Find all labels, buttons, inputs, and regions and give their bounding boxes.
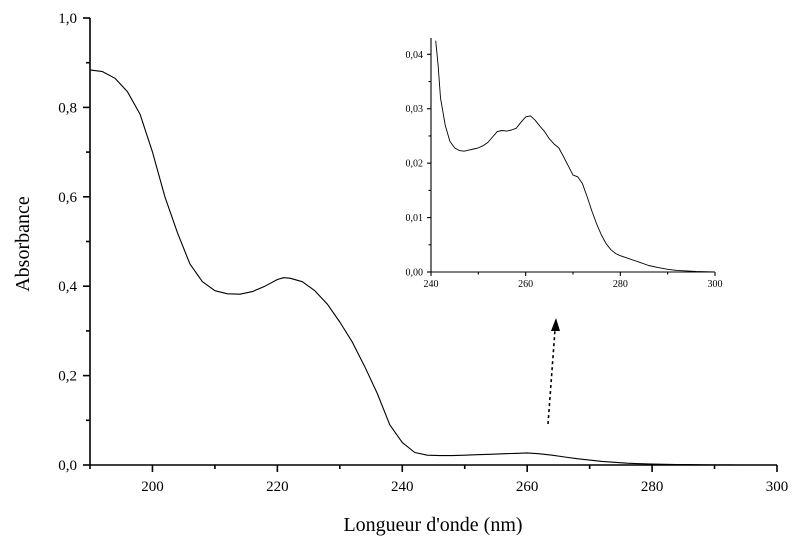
- main-y-tick-label: 0,2: [58, 369, 77, 385]
- inset-y-tick-label: 0,03: [406, 104, 424, 115]
- x-axis-label: Longueur d'onde (nm): [343, 514, 522, 536]
- inset-plot: 240 260 280 300 0,00 0,01 0,02 0,03 0,04: [406, 38, 723, 290]
- main-y-tick-label: 0,6: [58, 190, 77, 206]
- main-plot: 200 220 240 260 280 300 0,0 0,2 0,4 0,6 0,8 1,0: [58, 11, 788, 495]
- zoom-arrow-line: [547, 329, 556, 425]
- inset-x-tick-label: 260: [518, 279, 533, 290]
- main-y-tick-label: 0,0: [58, 458, 77, 474]
- inset-x-tick-label: 300: [708, 279, 723, 290]
- inset-x-tick-label: 240: [424, 279, 439, 290]
- inset-y-tick-label: 0,00: [406, 268, 424, 279]
- main-x-tick-label: 300: [766, 479, 789, 495]
- main-series-line: [89, 69, 777, 466]
- zoom-arrow: [547, 318, 560, 425]
- inset-y-tick-label: 0,04: [406, 50, 424, 61]
- main-x-tick-label: 240: [391, 479, 414, 495]
- zoom-arrow-head: [551, 318, 560, 331]
- main-x-tick-label: 260: [516, 479, 539, 495]
- main-x-tick-label: 280: [641, 479, 664, 495]
- inset-y-tick-label: 0,01: [406, 213, 424, 224]
- inset-y-tick-label: 0,02: [406, 159, 424, 170]
- main-y-tick-label: 0,8: [58, 100, 77, 116]
- inset-series-line: [435, 40, 716, 273]
- y-axis-label: Absorbance: [12, 196, 34, 292]
- main-y-tick-label: 0,4: [58, 279, 77, 295]
- main-y-tick-label: 1,0: [58, 11, 77, 27]
- inset-x-tick-label: 280: [613, 279, 628, 290]
- main-x-tick-label: 220: [266, 479, 289, 495]
- main-x-tick-label: 200: [141, 479, 164, 495]
